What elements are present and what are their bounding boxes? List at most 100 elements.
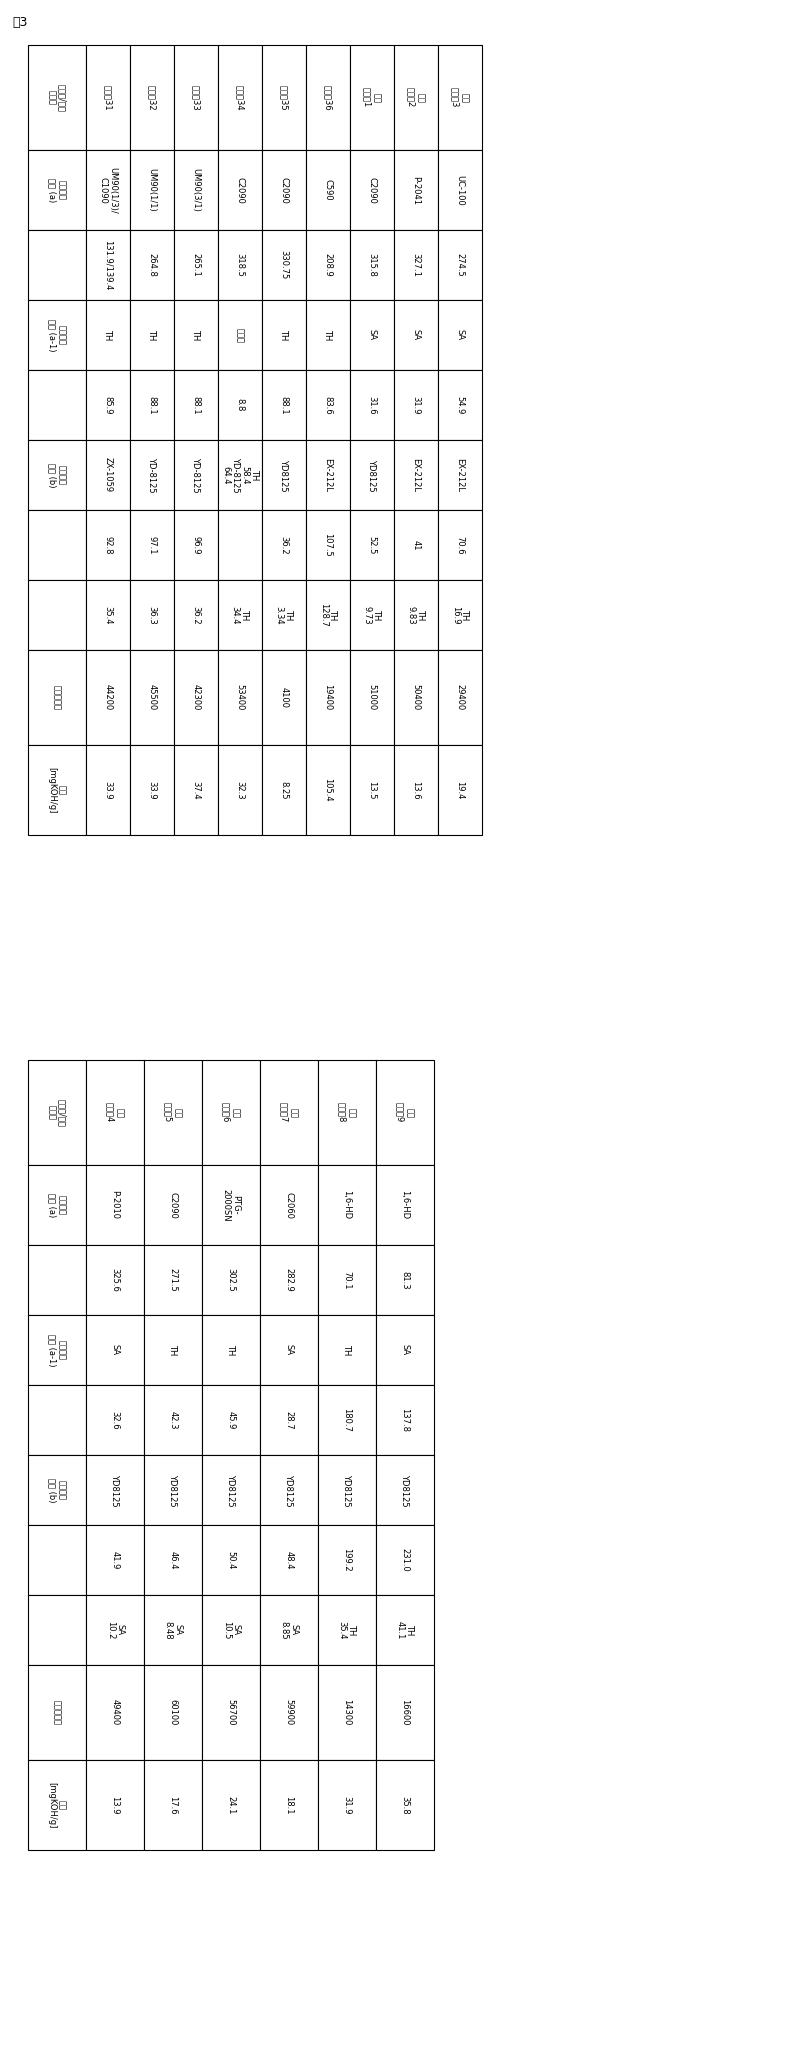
Text: C2090: C2090 (367, 176, 377, 202)
Text: 制造例35: 制造例35 (279, 84, 289, 110)
Text: 70.1: 70.1 (342, 1270, 351, 1288)
Text: 42300: 42300 (191, 685, 201, 712)
Bar (306, 149, 350, 229)
Bar (144, 1454, 202, 1526)
Text: YD8125: YD8125 (285, 1474, 294, 1507)
Text: 比较
制造例8: 比较 制造例8 (338, 1102, 356, 1123)
Text: 含羧基化
合物 (a-1): 含羧基化 合物 (a-1) (48, 319, 66, 352)
Bar (318, 1454, 376, 1526)
Bar (262, 370, 306, 440)
Bar (28, 1315, 86, 1384)
Text: YD8125: YD8125 (169, 1474, 178, 1507)
Text: 137.8: 137.8 (401, 1409, 410, 1432)
Text: 28.7: 28.7 (285, 1411, 294, 1429)
Text: 制造例33: 制造例33 (191, 84, 201, 110)
Text: TH
58.4
YD-8125
64.4: TH 58.4 YD-8125 64.4 (221, 458, 259, 493)
Bar (86, 45, 130, 149)
Text: 8.25: 8.25 (279, 781, 289, 800)
Text: 重均分子量: 重均分子量 (53, 1699, 62, 1726)
Text: 13.5: 13.5 (367, 781, 377, 800)
Text: EX-212L: EX-212L (455, 458, 465, 493)
Bar (218, 581, 262, 650)
Text: 13.6: 13.6 (411, 781, 421, 800)
Text: 325.6: 325.6 (110, 1268, 119, 1292)
Bar (130, 45, 174, 149)
Text: 14300: 14300 (342, 1699, 351, 1726)
Bar (86, 1761, 144, 1851)
Bar (218, 440, 262, 509)
Bar (306, 744, 350, 834)
Bar (28, 45, 86, 149)
Bar (262, 509, 306, 581)
Bar (218, 509, 262, 581)
Text: 315.8: 315.8 (367, 254, 377, 276)
Bar (174, 650, 218, 744)
Bar (350, 440, 394, 509)
Text: 45500: 45500 (147, 685, 157, 710)
Bar (350, 45, 394, 149)
Text: SA
8.85: SA 8.85 (280, 1622, 298, 1640)
Text: 44200: 44200 (103, 685, 113, 710)
Text: TH
9.73: TH 9.73 (362, 605, 382, 624)
Bar (28, 370, 86, 440)
Bar (260, 1384, 318, 1454)
Bar (28, 440, 86, 509)
Text: 制造例/比较
制造例: 制造例/比较 制造例 (48, 1098, 66, 1127)
Text: TH: TH (103, 329, 113, 342)
Bar (144, 1166, 202, 1245)
Bar (394, 744, 438, 834)
Text: SA
10.2: SA 10.2 (106, 1622, 124, 1640)
Bar (394, 45, 438, 149)
Text: SA: SA (110, 1344, 119, 1356)
Text: TH
41.1: TH 41.1 (396, 1622, 414, 1640)
Bar (306, 229, 350, 301)
Text: 50400: 50400 (411, 685, 421, 710)
Bar (174, 744, 218, 834)
Bar (130, 149, 174, 229)
Text: 含羧基化
合物 (b): 含羧基化 合物 (b) (48, 1479, 66, 1503)
Bar (86, 744, 130, 834)
Text: TH
9.83: TH 9.83 (406, 605, 426, 624)
Bar (28, 149, 86, 229)
Text: 含羧基化
合物 (a-1): 含羧基化 合物 (a-1) (48, 1333, 66, 1366)
Bar (350, 301, 394, 370)
Text: 327.1: 327.1 (411, 254, 421, 276)
Text: 比较
制造例9: 比较 制造例9 (396, 1102, 414, 1123)
Bar (202, 1665, 260, 1761)
Text: 83.6: 83.6 (323, 395, 333, 415)
Text: 88.1: 88.1 (279, 395, 289, 415)
Text: 264.8: 264.8 (147, 254, 157, 276)
Text: TH: TH (191, 329, 201, 342)
Bar (130, 301, 174, 370)
Text: 1,6-HD: 1,6-HD (342, 1190, 351, 1219)
Text: 氟二醇: 氟二醇 (235, 327, 245, 342)
Bar (86, 149, 130, 229)
Text: TH
128.7: TH 128.7 (318, 603, 338, 628)
Bar (28, 650, 86, 744)
Bar (130, 509, 174, 581)
Text: 54.9: 54.9 (455, 397, 465, 415)
Bar (438, 440, 482, 509)
Text: UM90(1/3)/
C1090: UM90(1/3)/ C1090 (98, 166, 118, 213)
Text: 33.9: 33.9 (103, 781, 113, 800)
Text: 36.2: 36.2 (191, 605, 201, 624)
Bar (376, 1454, 434, 1526)
Text: SA: SA (455, 329, 465, 342)
Bar (306, 301, 350, 370)
Text: YD8125: YD8125 (401, 1474, 410, 1507)
Bar (86, 1166, 144, 1245)
Text: 酸值
[mgKOH/g]: 酸值 [mgKOH/g] (48, 767, 66, 814)
Bar (144, 1761, 202, 1851)
Text: 48.4: 48.4 (285, 1550, 294, 1569)
Text: TH: TH (323, 329, 333, 342)
Text: TH
35.4: TH 35.4 (338, 1622, 356, 1640)
Bar (262, 581, 306, 650)
Text: 比较
制造例4: 比较 制造例4 (106, 1102, 124, 1123)
Bar (86, 1245, 144, 1315)
Bar (376, 1526, 434, 1595)
Text: 330.75: 330.75 (279, 249, 289, 280)
Bar (218, 301, 262, 370)
Bar (144, 1665, 202, 1761)
Bar (144, 1245, 202, 1315)
Text: C2090: C2090 (235, 176, 245, 202)
